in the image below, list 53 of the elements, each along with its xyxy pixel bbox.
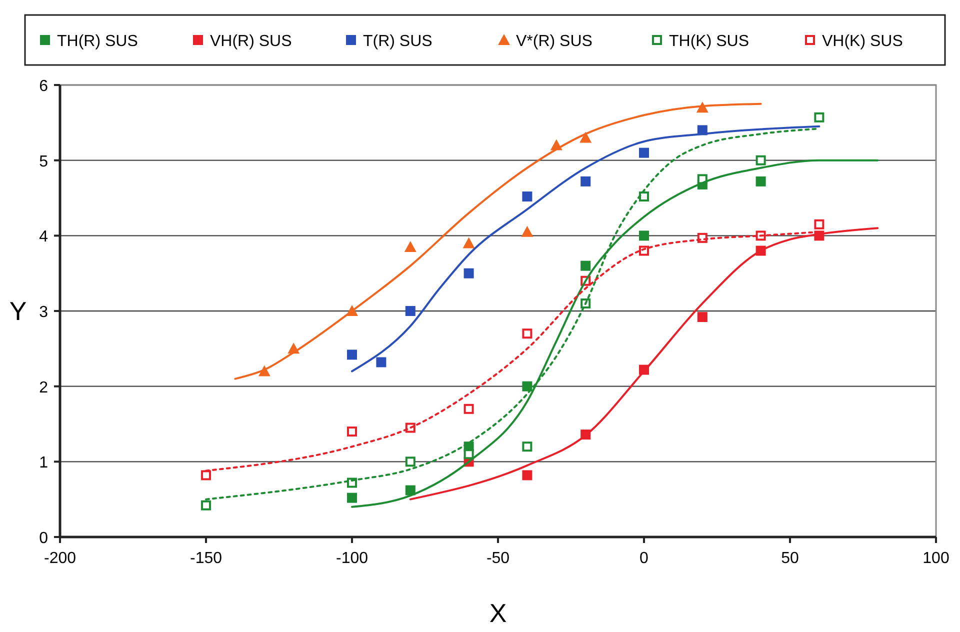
point	[580, 176, 591, 186]
legend-label: T(R) SUS	[363, 33, 432, 50]
line-series	[351, 125, 820, 372]
legend-label: TH(R) SUS	[57, 33, 138, 50]
point	[756, 155, 766, 166]
point	[201, 470, 211, 480]
point	[347, 350, 357, 360]
point	[639, 230, 649, 241]
y-tick-label: 5	[39, 153, 48, 170]
legend-label: TH(K) SUS	[669, 33, 749, 50]
y-tick-label: 0	[39, 530, 48, 547]
point	[347, 492, 357, 503]
y-tick-label: 1	[39, 454, 48, 472]
x-tick-label: 50	[781, 550, 799, 567]
y-tick-label: 2	[39, 379, 48, 396]
legend-label: VH(R) SUS	[210, 33, 292, 50]
x-tick-label: 100	[922, 550, 950, 567]
y-tick-label: 3	[39, 304, 48, 321]
y-axis-title: Y	[9, 296, 27, 326]
point	[522, 470, 532, 480]
x-tick-label: 0	[640, 550, 649, 567]
point	[405, 306, 416, 316]
point	[814, 112, 824, 122]
x-axis-title: X	[489, 598, 507, 628]
point	[464, 449, 474, 460]
point	[522, 328, 532, 339]
x-tick-label: -50	[486, 550, 510, 567]
point	[405, 456, 416, 467]
point	[462, 237, 475, 248]
point	[639, 191, 649, 202]
x-tick-label: -150	[190, 550, 222, 567]
y-tick-label: 4	[39, 228, 48, 246]
point	[347, 426, 357, 437]
point	[522, 191, 532, 202]
point	[464, 404, 474, 414]
point	[201, 500, 211, 510]
point	[814, 219, 824, 230]
point	[376, 357, 386, 368]
line-series	[234, 102, 762, 380]
legend-label: VH(K) SUS	[822, 33, 903, 50]
point	[404, 240, 416, 252]
point	[756, 176, 766, 186]
x-tick-label: -200	[44, 550, 76, 567]
point	[464, 268, 474, 278]
x-tick-label: -100	[336, 550, 368, 567]
point	[522, 442, 532, 452]
y-tick-label: 6	[39, 78, 48, 95]
point	[697, 312, 708, 322]
point	[521, 226, 534, 237]
legend-label: V*(R) SUS	[516, 33, 592, 50]
point	[522, 381, 532, 392]
point	[580, 260, 591, 271]
point	[639, 148, 649, 158]
